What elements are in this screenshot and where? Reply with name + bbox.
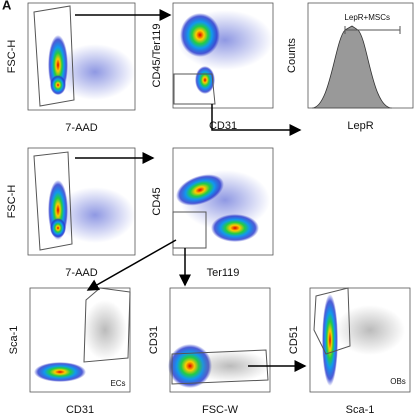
density — [195, 66, 215, 94]
frame — [172, 147, 274, 256]
panels: 7-AAD FSC-H CD31 CD45/Ter119 LepR+MSCs LepR Co… — [6, 2, 414, 416]
x-axis-label: 7-AAD — [65, 267, 97, 279]
panel: 7-AAD FSC-H — [6, 2, 136, 134]
x-axis-label: FSC-W — [202, 404, 239, 416]
gate — [344, 26, 401, 34]
y-axis-label: CD45/Ter119 — [151, 24, 163, 88]
density — [176, 174, 224, 206]
density — [55, 44, 135, 100]
y-axis-label: FSC-H — [6, 185, 18, 219]
frame — [27, 147, 136, 256]
y-axis-label: CD51 — [288, 326, 300, 354]
gate — [171, 349, 269, 385]
gate-label: OBs — [390, 377, 406, 386]
panel: LepR+MSCs LepR Counts — [286, 2, 414, 132]
x-axis-label: CD31 — [209, 120, 237, 132]
density — [322, 294, 338, 386]
panel: CD31 Sca-1 ECs — [8, 287, 131, 416]
gate — [33, 151, 73, 251]
gate — [33, 5, 75, 107]
gate — [173, 73, 216, 105]
density — [211, 214, 259, 242]
x-axis-label: 7-AAD — [65, 122, 97, 134]
frame — [29, 287, 131, 393]
arrow — [211, 104, 302, 136]
density — [34, 362, 86, 382]
y-axis-label: Sca-1 — [8, 326, 20, 355]
frame — [172, 2, 274, 109]
x-axis-label: CD31 — [66, 404, 94, 416]
density — [50, 218, 66, 238]
y-axis-label: CD45 — [151, 187, 163, 215]
density — [335, 305, 405, 355]
density — [83, 300, 127, 360]
arrow — [86, 239, 177, 291]
gate-label: ECs — [110, 379, 125, 388]
y-axis-label: CD31 — [148, 326, 160, 354]
x-axis-label: Sca-1 — [346, 404, 375, 416]
x-axis-label: LepR — [347, 120, 373, 132]
frame — [307, 2, 414, 109]
frame — [309, 287, 411, 393]
panel-letter: A — [2, 0, 12, 12]
y-axis-label: FSC-H — [6, 40, 18, 74]
panel: Sca-1 CD51 OBs — [288, 287, 411, 416]
density — [180, 13, 220, 57]
gate — [313, 287, 351, 355]
panel: CD31 CD45/Ter119 — [151, 2, 274, 132]
histogram — [311, 25, 393, 109]
density — [190, 350, 270, 382]
x-axis-label: Ter119 — [207, 267, 240, 279]
density — [55, 187, 135, 243]
panel: FSC-W CD31 — [148, 287, 271, 416]
frame — [169, 287, 271, 393]
panel: Ter119 CD45 — [151, 147, 274, 279]
arrows — [75, 9, 307, 372]
panel: 7-AAD FSC-H — [6, 147, 136, 279]
density — [50, 75, 66, 95]
frame — [27, 2, 136, 111]
y-axis-label: Counts — [286, 38, 298, 73]
gate-label: LepR+MSCs — [344, 13, 390, 22]
